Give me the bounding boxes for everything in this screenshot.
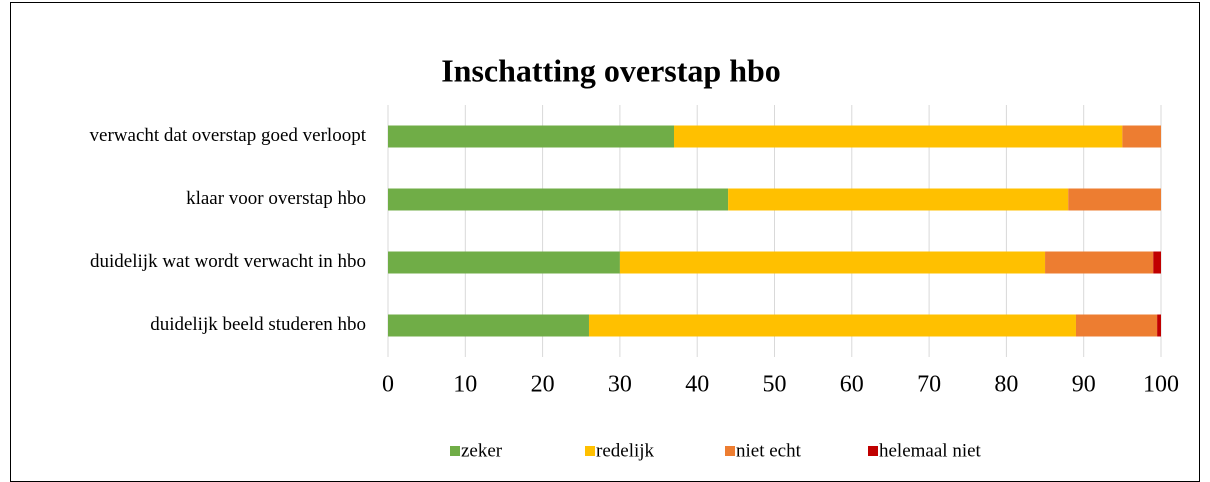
x-tick-label: 60 [840, 372, 864, 398]
x-tick-label: 50 [763, 372, 787, 398]
y-tick-label: klaar voor overstap hbo [186, 188, 366, 209]
bar-segment [388, 125, 675, 148]
chart-border [10, 2, 1200, 482]
bar-segment [1122, 125, 1161, 148]
legend-swatch [450, 446, 460, 456]
y-tick-label: duidelijk wat wordt verwacht in hbo [90, 251, 366, 272]
legend-label: redelijk [596, 440, 655, 461]
bar-segment [1075, 314, 1158, 337]
legend-swatch [868, 446, 878, 456]
x-tick-label: 80 [994, 372, 1018, 398]
x-tick-label: 90 [1072, 372, 1096, 398]
x-tick-label: 70 [917, 372, 941, 398]
bar-segment [388, 188, 729, 211]
bar-segment [619, 251, 1046, 274]
x-tick-label: 20 [531, 372, 555, 398]
bar-segment [588, 314, 1076, 337]
y-tick-label: verwacht dat overstap goed verloopt [90, 125, 367, 146]
chart-title: Inschatting overstap hbo [441, 52, 781, 88]
legend-label: helemaal niet [879, 440, 982, 461]
bar-segment [674, 125, 1123, 148]
legend-label: zeker [461, 440, 503, 461]
bar-segment [388, 314, 589, 337]
x-tick-label: 30 [608, 372, 632, 398]
bar-segment [388, 251, 620, 274]
bar-segment [1068, 188, 1161, 211]
x-tick-label: 10 [453, 372, 477, 398]
legend-swatch [725, 446, 735, 456]
bar-segment [1153, 251, 1161, 274]
x-tick-label: 0 [382, 372, 394, 398]
bar-segment [1045, 251, 1154, 274]
x-tick-label: 40 [685, 372, 709, 398]
legend-swatch [585, 446, 595, 456]
bar-segment [1157, 314, 1161, 337]
legend-label: niet echt [736, 440, 802, 461]
y-tick-label: duidelijk beeld studeren hbo [150, 314, 366, 335]
x-tick-label: 100 [1143, 372, 1179, 398]
bar-segment [728, 188, 1069, 211]
